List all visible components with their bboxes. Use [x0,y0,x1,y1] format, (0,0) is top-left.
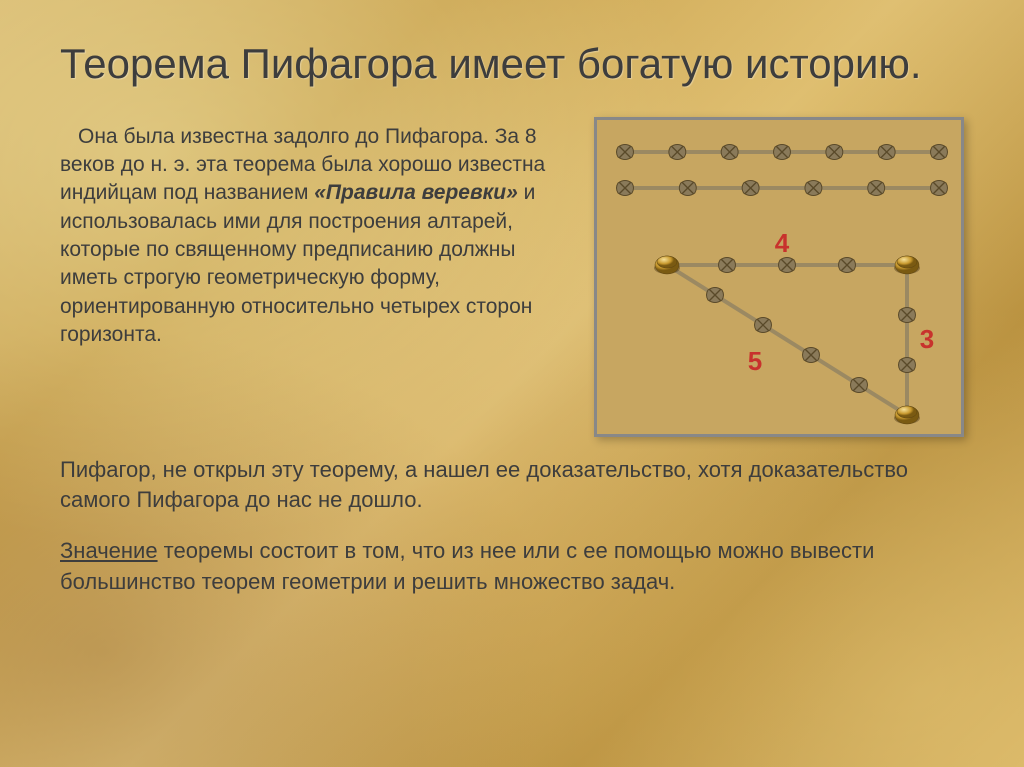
top-row: Она была известна задолго до Пифагора. З… [60,117,964,437]
rope-diagram: 4 3 5 [594,117,964,437]
diagram-svg: 4 3 5 [597,120,967,440]
paragraph-2: Пифагор, не открыл эту теорему, а нашел … [60,455,964,517]
intro-paragraph: Она была известна задолго до Пифагора. З… [60,117,564,437]
svg-text:5: 5 [748,346,762,376]
paragraph-3: Значение теоремы состоит в том, что из н… [60,536,964,598]
svg-text:4: 4 [775,228,790,258]
slide-container: Теорема Пифагора имеет богатую историю. … [0,0,1024,767]
bottom-block: Пифагор, не открыл эту теорему, а нашел … [60,455,964,598]
p3-rest: теоремы состоит в том, что из нее или с … [60,538,874,594]
slide-title: Теорема Пифагора имеет богатую историю. [60,38,964,91]
intro-part2: и использовалась ими для построения алта… [60,181,535,346]
svg-text:3: 3 [920,324,934,354]
intro-emphasis: «Правила веревки» [314,181,518,204]
p3-underline: Значение [60,538,158,563]
